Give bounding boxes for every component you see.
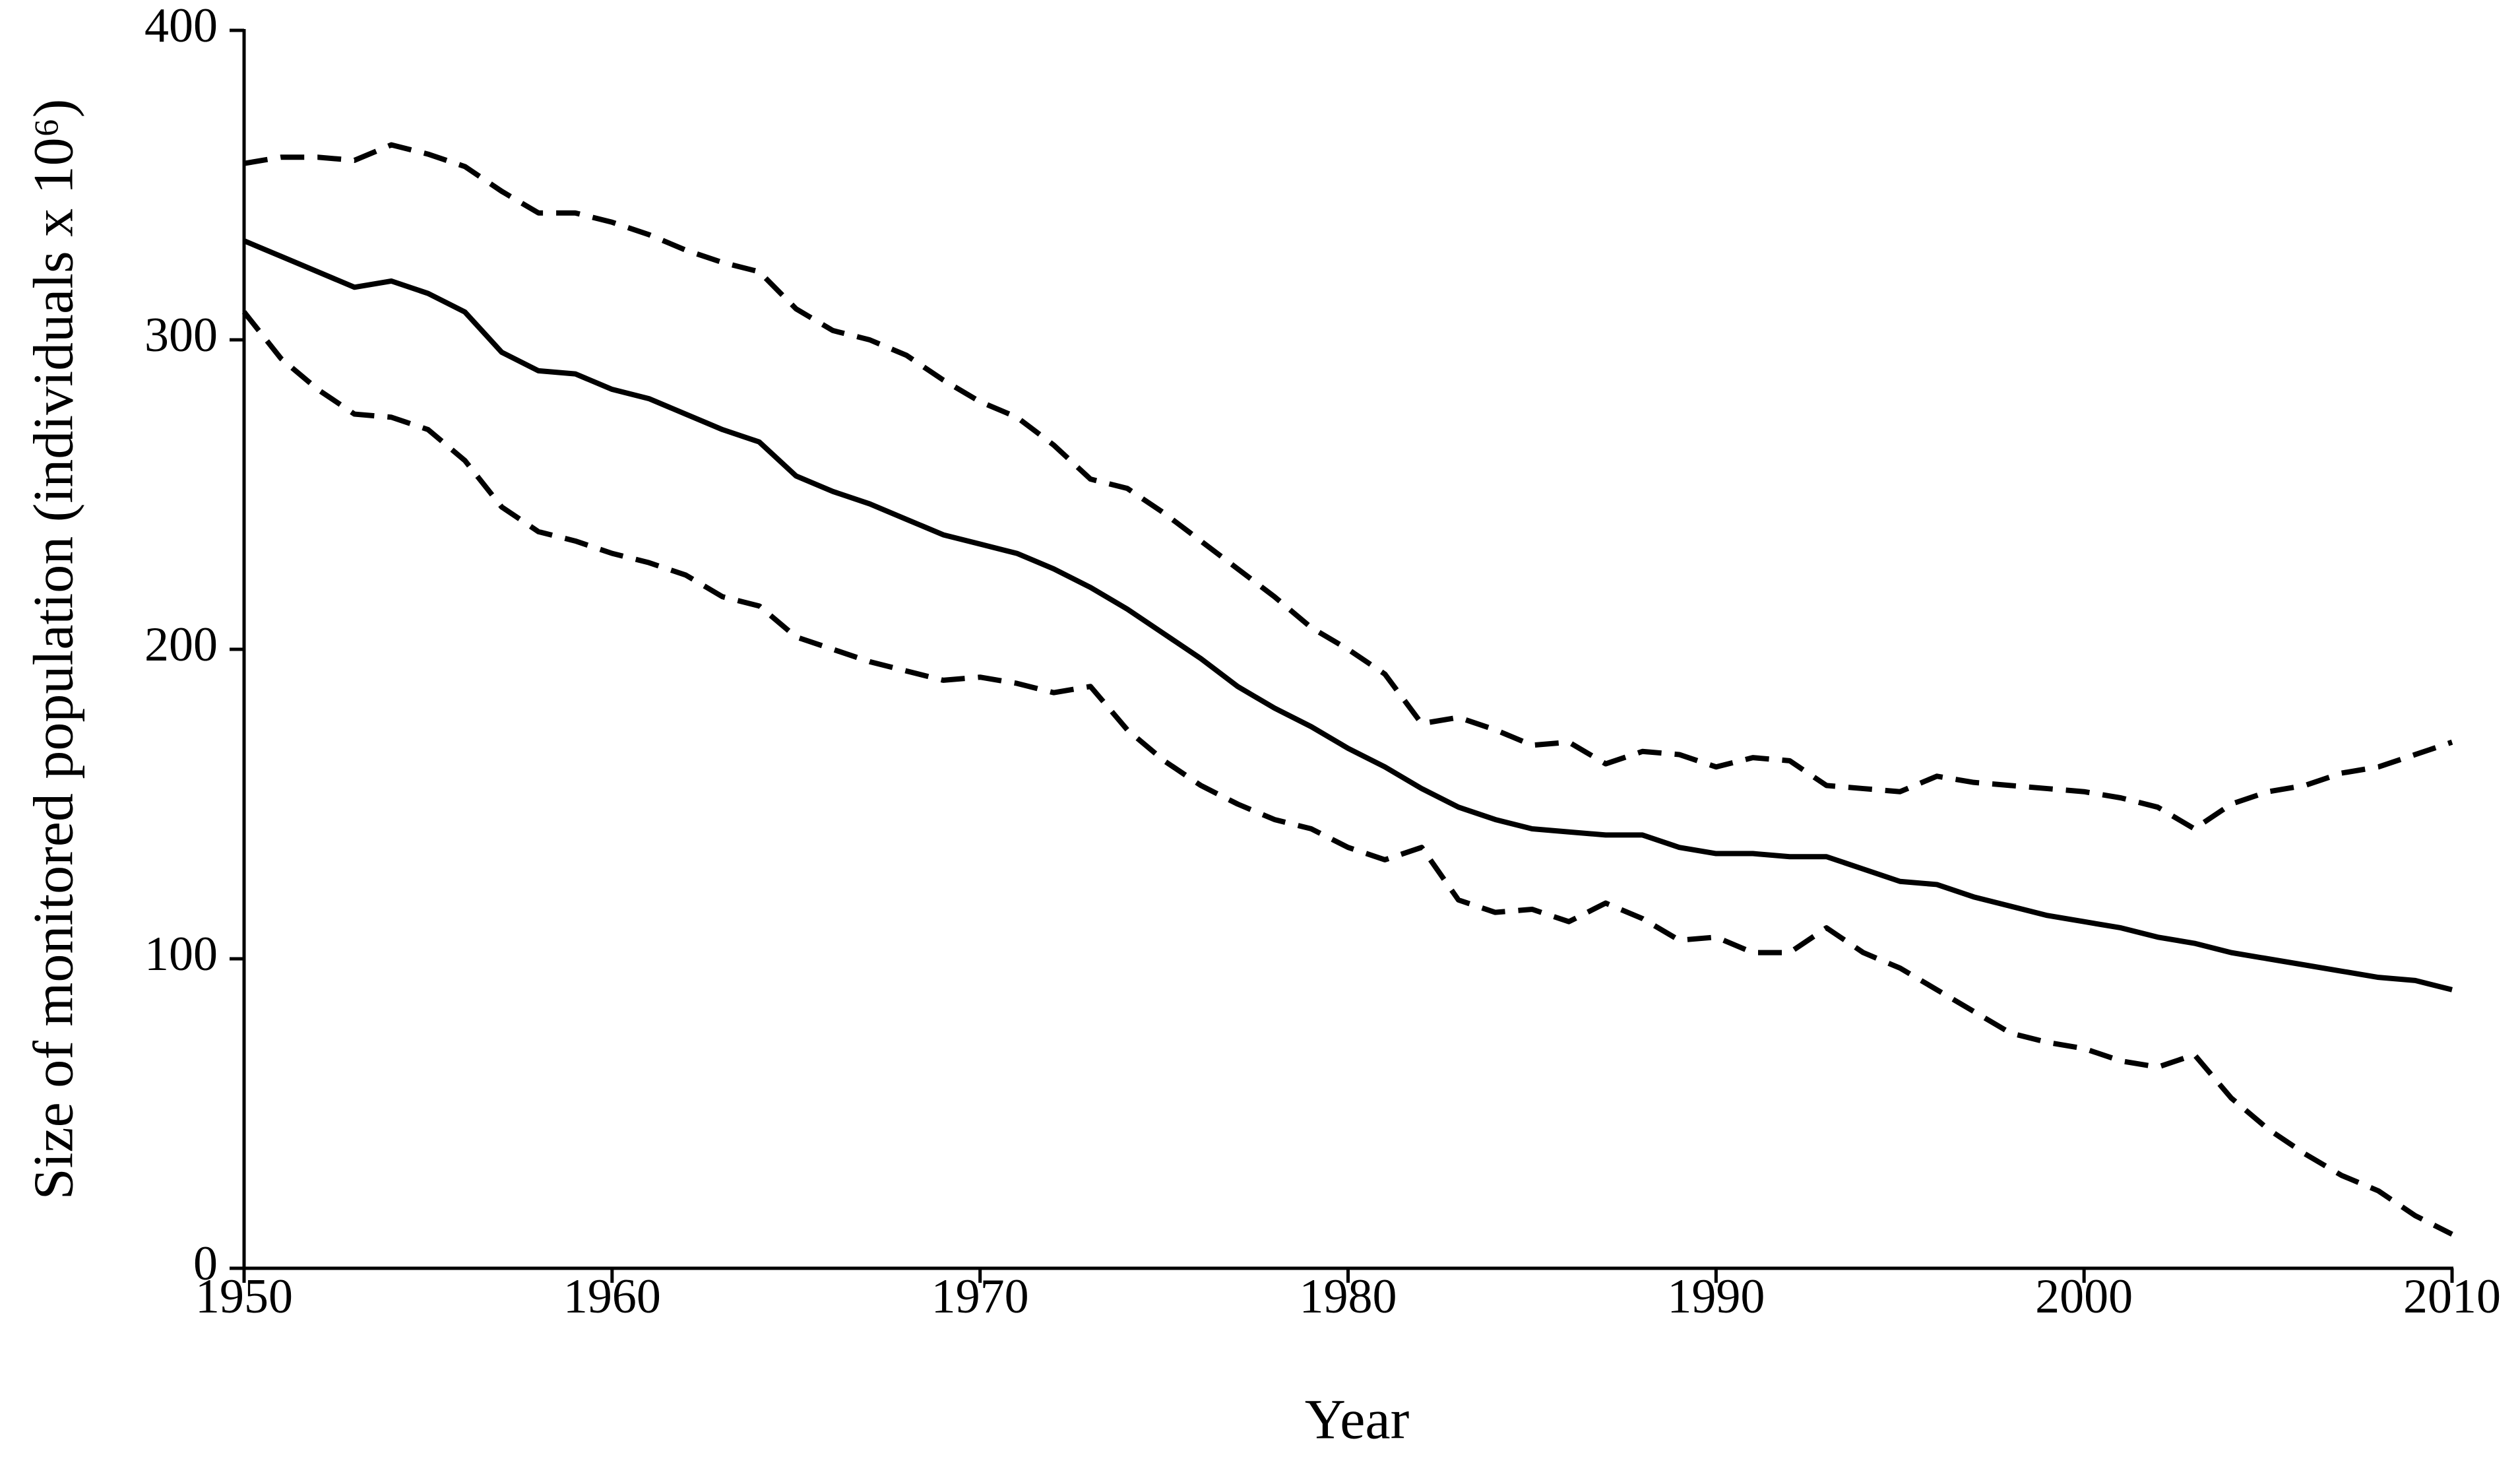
x-tick-label: 1970 [931,1270,1029,1324]
series-line [243,238,2453,992]
x-tick-label: 1950 [195,1270,293,1324]
x-axis-label: Year [1305,1388,1409,1451]
series-line [243,142,2453,832]
x-tick-label: 2010 [2403,1270,2501,1324]
y-tick-label: 200 [144,618,218,672]
series-line [241,310,2453,1237]
y-tick-label: 400 [144,0,218,53]
x-tick-label: 1960 [563,1270,661,1324]
y-axis-label: Size of monitored population (individual… [22,99,85,1200]
y-tick-label: 300 [144,308,218,362]
y-tick-label: 0 [193,1237,218,1291]
x-tick-label: 1990 [1667,1270,1765,1324]
x-tick-label: 2000 [2035,1270,2133,1324]
x-tick-label: 1980 [1300,1270,1397,1324]
y-tick-label: 100 [144,927,218,981]
